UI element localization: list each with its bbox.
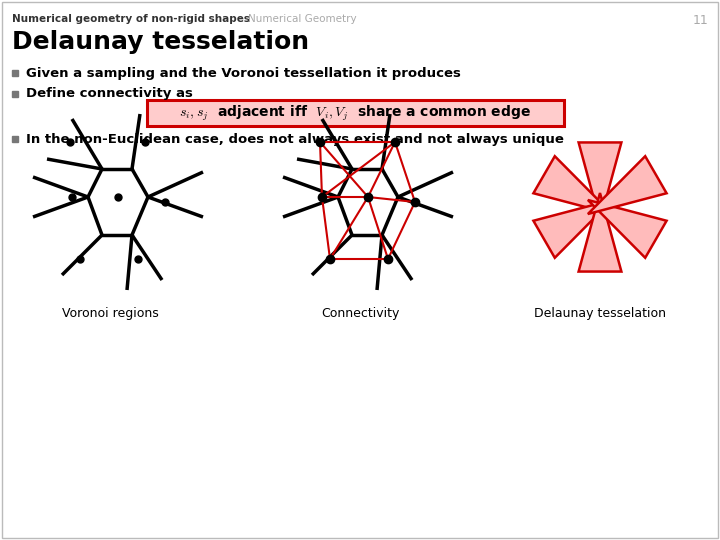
Text: Voronoi regions: Voronoi regions xyxy=(62,307,158,320)
Text: Numerical Geometry: Numerical Geometry xyxy=(248,14,356,24)
Text: Given a sampling and the Voronoi tessellation it produces: Given a sampling and the Voronoi tessell… xyxy=(26,66,461,79)
Text: $s_i, s_j$  adjacent iff  $V_i, V_j$  share a common edge: $s_i, s_j$ adjacent iff $V_i, V_j$ share… xyxy=(179,103,531,123)
Polygon shape xyxy=(579,193,621,272)
Text: Numerical geometry of non-rigid shapes: Numerical geometry of non-rigid shapes xyxy=(12,14,250,24)
Text: Delaunay tesselation: Delaunay tesselation xyxy=(12,30,309,54)
Polygon shape xyxy=(534,156,612,214)
Polygon shape xyxy=(588,200,667,258)
Polygon shape xyxy=(579,143,621,221)
Bar xyxy=(12,91,18,97)
Text: In the non-Euclidean case, does not always exist and not always unique: In the non-Euclidean case, does not alwa… xyxy=(26,132,564,145)
Text: 11: 11 xyxy=(692,14,708,27)
Polygon shape xyxy=(588,156,667,214)
Text: Connectivity: Connectivity xyxy=(321,307,399,320)
Bar xyxy=(12,70,18,76)
Text: Define connectivity as: Define connectivity as xyxy=(26,87,193,100)
Polygon shape xyxy=(534,200,612,258)
FancyBboxPatch shape xyxy=(147,100,564,126)
Text: Delaunay tesselation: Delaunay tesselation xyxy=(534,307,666,320)
Bar xyxy=(12,136,18,142)
